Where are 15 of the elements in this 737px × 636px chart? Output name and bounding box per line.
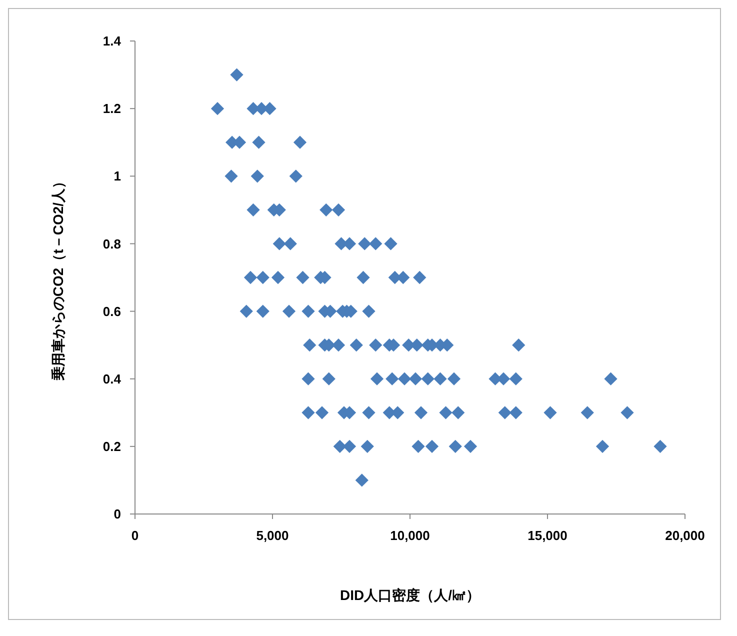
y-tick-label: 0.6 <box>102 304 121 319</box>
y-tick-label: 1.4 <box>102 34 122 49</box>
y-tick-label: 1 <box>114 168 121 184</box>
y-tick-label: 0.8 <box>102 236 121 252</box>
y-tick-label: 1.2 <box>102 101 121 116</box>
x-tick-label: 20,000 <box>665 528 705 543</box>
x-tick-label: 15,000 <box>528 528 568 543</box>
y-axis-title: 乗用車からのCO2（t－CO2/人） <box>50 174 66 382</box>
y-tick-label: 0.4 <box>102 371 122 386</box>
y-tick-label: 0 <box>114 506 121 522</box>
x-tick-label: 10,000 <box>390 528 430 543</box>
x-tick-label: 5,000 <box>256 528 289 543</box>
y-tick-label: 0.2 <box>102 438 121 454</box>
x-axis-title: DID人口密度（人/㎢） <box>340 587 480 603</box>
x-tick-label: 0 <box>131 528 139 543</box>
